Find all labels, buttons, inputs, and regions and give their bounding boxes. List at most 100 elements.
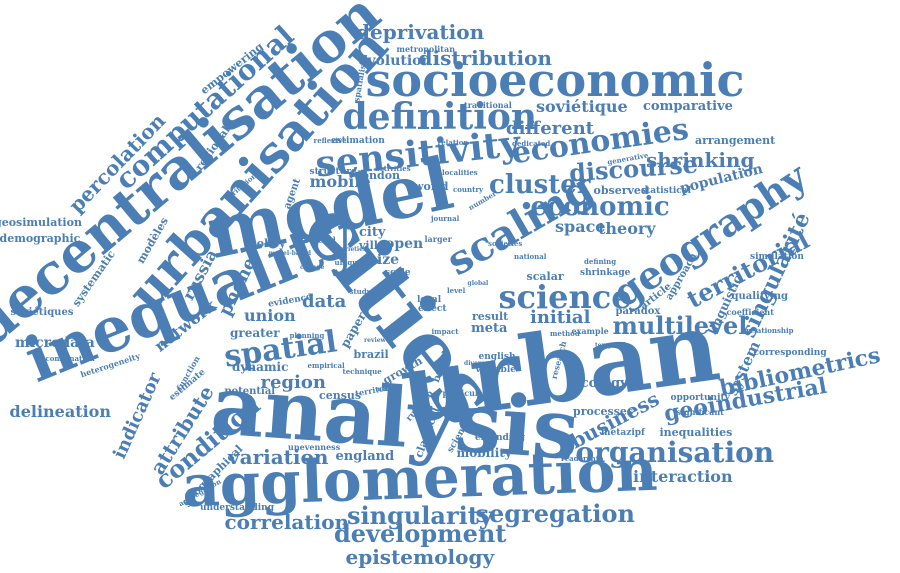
word-particular: particular — [442, 388, 488, 398]
word-data: data — [302, 291, 347, 312]
word-structure: structure — [309, 166, 357, 177]
word-comparative: comparative — [643, 98, 733, 114]
word-relation: relation — [437, 137, 469, 147]
word-space: space — [555, 217, 606, 236]
word-planning: planning — [289, 330, 325, 340]
word-ecology: ecology — [572, 375, 628, 391]
word-greater: greater — [230, 326, 280, 340]
word-brazil: brazil — [353, 347, 389, 361]
word-readership: readership — [561, 453, 604, 463]
word-english: english — [478, 351, 516, 362]
word-arrangement: arrangement — [695, 133, 776, 147]
word-statistical: statistical — [641, 185, 692, 196]
word-technique: technique — [342, 366, 382, 376]
word-observed: observed — [593, 183, 649, 197]
word-significant: significant — [676, 407, 724, 417]
word-mobility: mobility — [456, 446, 512, 460]
word-localities: localities — [442, 167, 478, 177]
word-shrinking: shrinking — [646, 148, 755, 172]
word-local: local — [417, 294, 442, 305]
word-region: region — [260, 372, 326, 393]
word-varieties: varieties — [337, 246, 367, 253]
word-model-based: model-based — [268, 250, 312, 257]
word-cluster: cluster — [489, 170, 591, 200]
word-defining: defining — [584, 256, 617, 266]
word-diverse: diverse — [464, 360, 489, 367]
word-national: national — [514, 251, 547, 261]
word-estimation: estimation — [331, 135, 385, 146]
word-singularity: singularity — [347, 501, 493, 530]
word-global: global — [467, 280, 489, 287]
word-metropolitan: metropolitan — [396, 44, 456, 54]
word-unevenness: unevenness — [288, 442, 341, 452]
word-temporal: temporal — [595, 342, 626, 349]
word-meta: meta — [471, 320, 508, 336]
word-simulation: simulation — [750, 251, 804, 262]
word-multilevel: multilevel — [612, 311, 748, 340]
word-correlation: correlation — [224, 510, 350, 534]
word-scale: scale — [385, 267, 411, 278]
word-study: study — [349, 286, 371, 296]
word-review: review — [364, 337, 386, 344]
word-potential: potential — [224, 386, 276, 397]
word-traditional: traditional — [464, 100, 512, 110]
word-country: country — [453, 184, 484, 194]
word-mobile: mobile — [309, 172, 371, 191]
word-impact: impact — [431, 326, 459, 336]
word-understanding: understanding — [200, 502, 274, 513]
word-sovi-tiques: soviétiques — [10, 307, 74, 318]
word-dedicated: dedicated — [512, 138, 551, 148]
word-empirical: empirical — [307, 360, 345, 370]
word-result: result — [472, 309, 509, 323]
word-organisation: organisation — [575, 436, 775, 469]
word-distribution: distribution — [418, 46, 552, 70]
word-variation: variation — [228, 445, 329, 469]
word-london: london — [357, 168, 401, 182]
word-open: open — [385, 236, 424, 252]
word-union: union — [244, 306, 296, 325]
word-extending: extending — [475, 432, 526, 443]
word-processes: processes — [573, 404, 634, 418]
word-sovi-tique: soviétique — [536, 97, 628, 116]
word-different: different — [506, 118, 594, 139]
word-world: world — [414, 179, 449, 193]
word-level: level — [447, 285, 466, 295]
word-evolution: evolution — [358, 53, 432, 69]
word-microdata: microdata — [15, 335, 95, 351]
word-qualifying: qualifying — [731, 291, 789, 302]
word-economic: economic — [530, 192, 670, 222]
word-effect: effect — [418, 303, 447, 314]
word-relationship: relationship — [746, 325, 794, 335]
word-journal: journal — [431, 213, 460, 223]
word-combination: combination — [45, 353, 95, 363]
word-development: development — [334, 519, 507, 548]
word-shrinkage: shrinkage — [580, 267, 631, 278]
word-variable: variable — [475, 364, 517, 375]
word-policy: policy — [249, 236, 286, 250]
word-example: example — [571, 326, 609, 336]
word-societies: societies — [488, 238, 523, 248]
word-inequalities: inequalities — [659, 425, 733, 439]
word-city: city — [359, 224, 386, 240]
word-delineation: delineation — [9, 402, 111, 421]
word-method: method — [550, 328, 580, 338]
word-definition: definition — [342, 96, 538, 138]
word-paradox: paradox — [615, 306, 661, 317]
word-zipf: zipf — [398, 322, 411, 329]
word-opportunity: opportunity — [670, 392, 730, 403]
word-segregation: segregation — [475, 499, 635, 528]
word-ville: ville — [359, 238, 385, 252]
word-size: size — [369, 252, 400, 268]
word-coefficient: coefficient — [726, 307, 774, 317]
word-dynamic: dynamic — [232, 360, 289, 374]
word-england: england — [335, 448, 395, 464]
word-scalar: scalar — [526, 269, 564, 283]
word-change: change — [300, 264, 325, 271]
word-initial: initial — [530, 307, 591, 328]
word-activities: activities — [375, 163, 411, 173]
word-demographic: demographic — [0, 231, 81, 245]
word-deprivation: deprivation — [356, 20, 485, 44]
word-science: science — [498, 278, 632, 316]
word-unique: unique — [334, 257, 362, 267]
